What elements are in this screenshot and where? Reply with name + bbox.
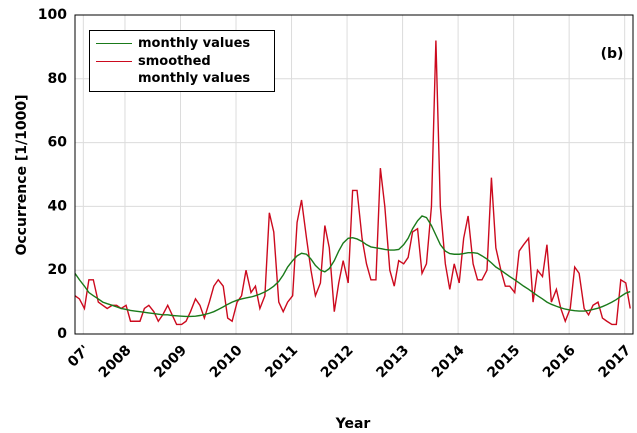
legend: monthly values smoothed monthly values	[89, 30, 275, 92]
x-tick-label: 2010	[207, 342, 246, 381]
x-tick-label: 2012	[318, 342, 357, 381]
plot-frame	[74, 14, 634, 335]
y-axis-label: Occurrence [1/1000]	[14, 94, 30, 255]
x-tick-label: 2011	[262, 342, 301, 381]
series-line	[74, 215, 631, 318]
series-line	[74, 40, 631, 326]
legend-label: monthly values	[138, 36, 251, 51]
legend-swatch	[96, 61, 132, 62]
x-tick-label: 2016	[540, 342, 579, 381]
x-tick-label: 2013	[373, 342, 412, 381]
x-tick-label: 2015	[484, 342, 523, 381]
annotation: (b)	[601, 46, 624, 62]
x-tick-label: 07'	[65, 342, 93, 370]
y-tick-label: 40	[48, 198, 68, 214]
x-axis-label: Year	[335, 416, 371, 432]
y-tick-label: 0	[57, 326, 67, 342]
y-tick-label: 20	[48, 262, 68, 278]
legend-swatch	[96, 43, 132, 44]
y-tick-label: 60	[48, 135, 68, 151]
x-tick-label: 2014	[429, 342, 468, 381]
y-tick-label: 80	[48, 71, 68, 87]
legend-entry: monthly values	[94, 35, 270, 52]
x-tick-label: 2009	[151, 342, 190, 381]
x-tick-label: 2008	[96, 342, 135, 381]
y-tick-label: 100	[38, 7, 67, 23]
legend-entry: smoothed monthly values	[94, 53, 270, 87]
legend-label: smoothed monthly values	[138, 54, 251, 86]
x-tick-label: 2017	[595, 342, 634, 381]
